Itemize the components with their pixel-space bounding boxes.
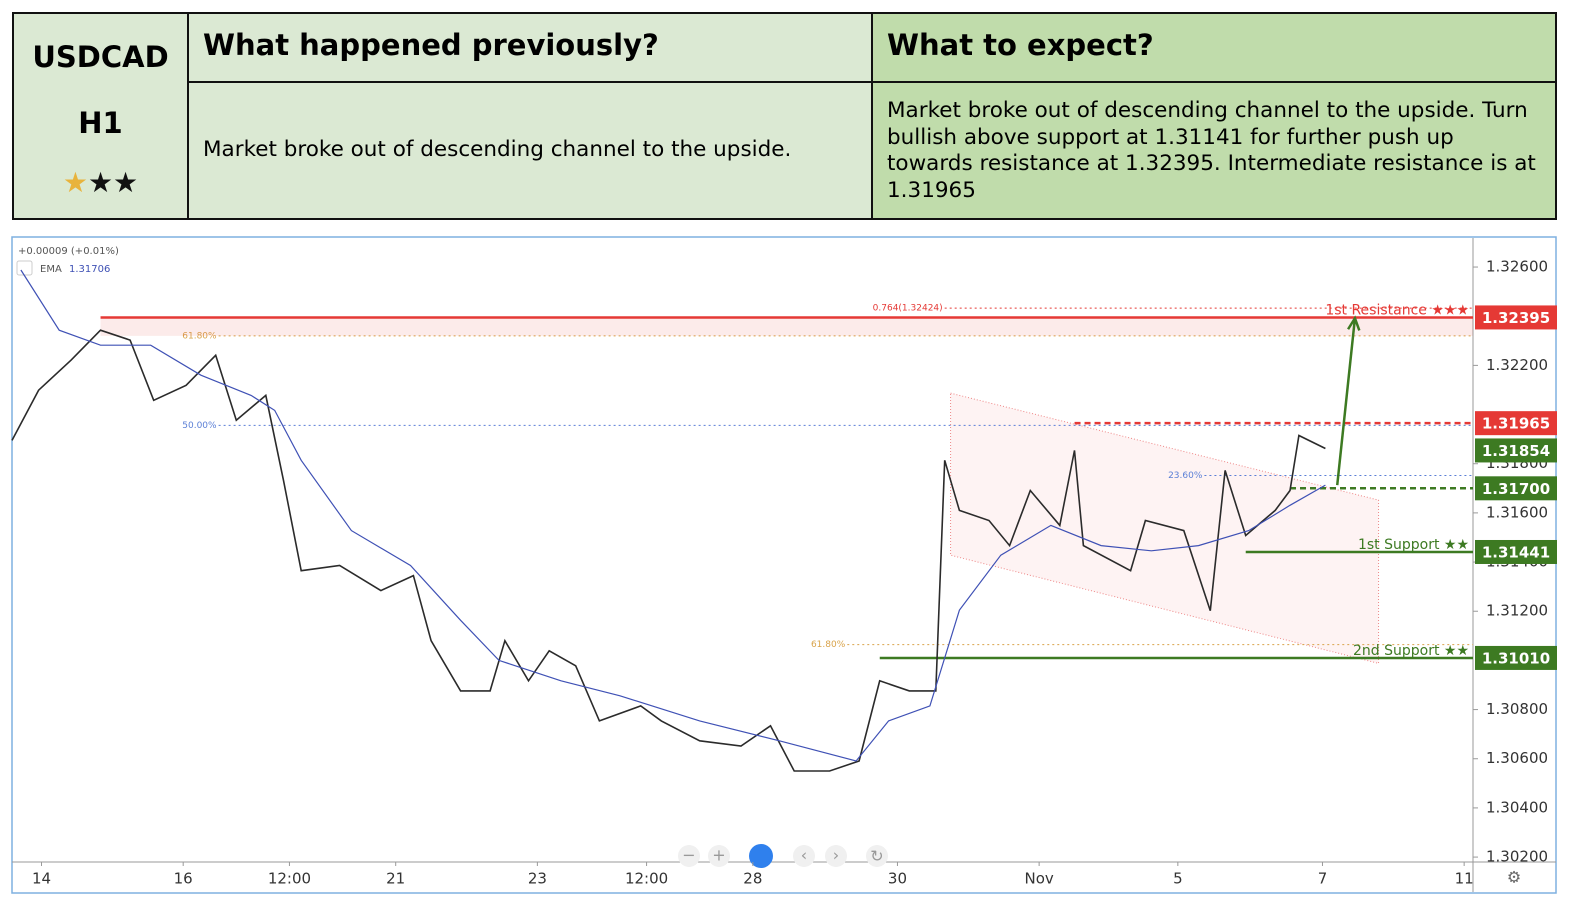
rating: ★★★: [14, 166, 187, 199]
x-tick-label: 12:00: [268, 870, 311, 888]
zoom-in[interactable]: [708, 845, 730, 867]
price-badge-label: 1.31441: [1482, 543, 1550, 561]
resistance-zone: [100, 317, 1474, 336]
y-tick-label: 1.30800: [1486, 700, 1548, 718]
price-badge: [1475, 645, 1557, 670]
chart-frame: [11, 236, 1557, 894]
y-tick-label: 1.30200: [1486, 848, 1548, 866]
fib-label: 61.80%: [182, 331, 217, 341]
previous-title: What happened previously?: [203, 28, 659, 62]
scroll-left[interactable]: [793, 845, 815, 867]
toolbar: − + ‹ › ↻: [678, 844, 888, 868]
y-tick-label: 1.31600: [1486, 503, 1548, 521]
previous-text: Market broke out of descending channel t…: [203, 137, 792, 162]
price-badge-label: 1.31965: [1482, 415, 1550, 433]
x-tick-label: 16: [174, 870, 193, 888]
level-label: 2nd Support ★★: [1353, 643, 1469, 659]
change: +0.00009 (+0.01%): [18, 246, 119, 257]
price-badge-label: 1.31700: [1482, 480, 1550, 498]
star: ★: [62, 166, 88, 199]
expect-title: What to expect?: [887, 28, 1154, 62]
text-cell: Market broke out of descending channel t…: [187, 81, 873, 220]
x-tick-label: 23: [528, 870, 547, 888]
zoom-in-icon: +: [712, 846, 725, 865]
star: ★: [113, 166, 139, 199]
collapse[interactable]: [16, 260, 33, 276]
reset[interactable]: [866, 845, 888, 867]
header-cell: What to expect?: [871, 12, 1557, 83]
arrow: [1335, 318, 1357, 486]
y-tick-label: 1.30400: [1486, 798, 1548, 816]
scroll-right[interactable]: [825, 845, 847, 867]
fib-label: 50.00%: [182, 421, 217, 431]
zoom-out-icon: −: [682, 846, 695, 865]
x-tick-label: 12:00: [625, 870, 668, 888]
fit[interactable]: [749, 844, 773, 868]
star: ★: [87, 166, 114, 199]
price-line: [11, 329, 1326, 772]
arrow-head: [1347, 315, 1361, 331]
x-tick-label: 14: [32, 870, 51, 888]
level-label: 1st Support ★★: [1358, 537, 1469, 553]
symbol: USDCAD: [32, 40, 169, 74]
settings-icon[interactable]: ⚙: [1507, 868, 1521, 887]
expect-text: Market broke out of descending channel t…: [887, 98, 1536, 203]
x-tick-label: 11: [1455, 870, 1474, 888]
y-tick-label: 1.32200: [1486, 356, 1548, 374]
ema-name: EMA: [40, 264, 62, 275]
x-tick-label: 5: [1173, 870, 1183, 888]
left-icon: ‹: [801, 846, 807, 865]
price-badge-label: 1.31010: [1482, 649, 1550, 667]
price-badge: [1475, 411, 1557, 436]
price-badge: [1475, 438, 1557, 463]
price-badge: [1475, 476, 1557, 501]
plot: 0.764(1.32424) 61.80% 50.00% 23.60% 61.80% 1s…: [11, 269, 1474, 772]
header-cell: What happened previously?: [187, 12, 873, 83]
x-tick-label: 7: [1318, 870, 1328, 888]
channel: [950, 392, 1380, 664]
price-badge-label: 1.32395: [1482, 309, 1550, 327]
fib-label: 61.80%: [811, 640, 846, 650]
zoom-out[interactable]: [678, 845, 700, 867]
fib-label: 0.764(1.32424): [873, 304, 943, 314]
right-icon: ›: [833, 846, 839, 865]
price-badge-label: 1.31854: [1482, 442, 1550, 460]
price-badge: [1475, 539, 1557, 564]
ema-value: 1.31706: [69, 264, 110, 275]
x-tick-label: 21: [386, 870, 405, 888]
y-tick-label: 1.31200: [1486, 602, 1548, 620]
x-tick-label: 28: [743, 870, 762, 888]
symbol-cell: USDCAD H1 ★★★: [12, 12, 189, 220]
text-cell: Market broke out of descending channel t…: [871, 81, 1557, 220]
y-tick-label: 1.30600: [1486, 749, 1548, 767]
price-badge: [1475, 305, 1557, 330]
y-tick-label: 1.31400: [1486, 553, 1548, 571]
reset-icon: ↻: [870, 847, 883, 866]
y-tick-label: 1.32600: [1486, 258, 1548, 276]
y-tick-label: 1.31800: [1486, 454, 1548, 472]
fib-label: 23.60%: [1168, 471, 1203, 481]
level-label: 1st Resistance ★★★: [1325, 302, 1469, 318]
x-tick-label: Nov: [1024, 870, 1053, 888]
timeframe: H1: [78, 106, 123, 140]
x-tick-label: 30: [888, 870, 907, 888]
ema-line: [20, 269, 1326, 762]
